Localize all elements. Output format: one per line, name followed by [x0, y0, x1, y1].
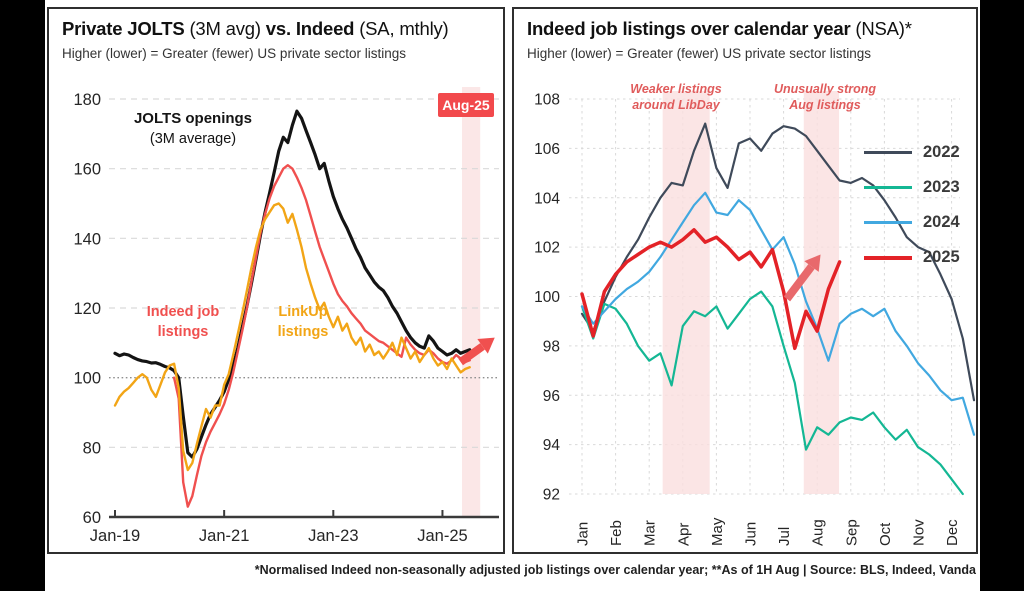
- trend-up-arrow-icon-head: [477, 337, 495, 354]
- series-jolts-openings-3m-average-: [113, 109, 472, 459]
- legend-item-2022: 2022: [864, 135, 960, 170]
- legend-item-2023: 2023: [864, 170, 960, 205]
- event-band-0: [662, 91, 710, 494]
- trend-up-arrow-icon-shaft: [783, 264, 815, 302]
- source-caption: *Normalised Indeed non-seasonally adjust…: [254, 563, 976, 577]
- title-bold: Indeed job listings over calendar year: [527, 18, 851, 39]
- libday-annotation: Weaker listings around LibDay: [630, 82, 722, 112]
- legend-label: 2024: [923, 213, 960, 231]
- x-month-label: Jan: [575, 522, 592, 546]
- x-month-label: Apr: [675, 523, 692, 546]
- title-normal-1: (3M avg): [184, 18, 266, 39]
- x-tick-label: Jan-21: [199, 527, 249, 545]
- series-2022: [580, 122, 976, 402]
- right-chart-subtitle: Higher (lower) = Greater (fewer) US priv…: [527, 46, 871, 61]
- x-month-label: Nov: [911, 519, 928, 546]
- y-tick-label: 100: [73, 370, 101, 388]
- trend-up-arrow-icon-shaft: [458, 343, 485, 366]
- x-month-label: Mar: [642, 520, 659, 546]
- legend-item-2025: 2025: [864, 240, 960, 275]
- legend-line-swatch: [864, 151, 912, 154]
- y-tick-label: 106: [534, 141, 560, 158]
- title-normal: (NSA)*: [850, 18, 912, 39]
- aug-annotation: Unusually strong Aug listings: [773, 82, 877, 112]
- calendar-year-panel: Indeed job listings over calendar year (…: [512, 7, 978, 554]
- series-indeed-job-listings: [172, 163, 471, 508]
- series-2023: [580, 290, 964, 496]
- x-month-label: Sep: [843, 519, 860, 546]
- legend-line-swatch: [864, 221, 912, 224]
- year-legend: 2022 2023 2024 2025: [864, 135, 960, 275]
- right-chart-canvas: 108 106 104 102 100 98 96 94 92 Jan Feb Mar Apr May Ju…: [534, 91, 976, 546]
- legend-item-2024: 2024: [864, 205, 960, 240]
- linkup-series-label: LinkUp listings: [277, 304, 329, 340]
- figure-stage: Private JOLTS (3M avg) vs. Indeed (SA, m…: [45, 0, 980, 591]
- x-tick-label: Jan-19: [90, 527, 140, 545]
- x-month-label: Dec: [944, 519, 961, 546]
- x-month-label: Aug: [810, 519, 827, 546]
- title-bold-1: Private JOLTS: [62, 18, 185, 39]
- x-month-label: Jul: [776, 527, 793, 546]
- y-tick-label: 92: [543, 487, 560, 504]
- event-band-1: [803, 91, 840, 494]
- x-month-label: Jun: [743, 522, 760, 546]
- y-tick-label: 80: [83, 439, 101, 457]
- jolts-vs-indeed-panel: Private JOLTS (3M avg) vs. Indeed (SA, m…: [47, 7, 505, 554]
- y-tick-label: 140: [73, 230, 101, 248]
- x-tick-label: Jan-25: [417, 527, 467, 545]
- aug-25-badge: Aug-25: [438, 93, 494, 117]
- legend-label: 2025: [923, 248, 960, 266]
- legend-label: 2023: [923, 178, 960, 196]
- x-month-label: May: [709, 517, 726, 546]
- title-normal-2: (SA, mthly): [354, 18, 449, 39]
- legend-line-swatch: [864, 255, 912, 260]
- trend-up-arrow-icon-head: [804, 254, 821, 272]
- right-chart-title: Indeed job listings over calendar year (…: [527, 18, 912, 40]
- y-tick-label: 96: [543, 388, 560, 405]
- y-tick-label: 120: [73, 300, 101, 318]
- jolts-series-label: JOLTS openings (3M average): [133, 110, 253, 147]
- aug-25-band: [462, 87, 481, 517]
- series-linkup-listings: [113, 202, 471, 472]
- y-tick-label: 180: [73, 91, 101, 109]
- y-tick-label: 60: [83, 509, 101, 527]
- x-tick-label: Jan-23: [308, 527, 358, 545]
- series-2024: [580, 191, 976, 436]
- legend-line-swatch: [864, 186, 912, 189]
- x-month-label: Feb: [608, 520, 625, 546]
- left-chart-title: Private JOLTS (3M avg) vs. Indeed (SA, m…: [62, 18, 449, 40]
- y-tick-label: 98: [543, 338, 560, 355]
- indeed-series-label: Indeed job listings: [146, 304, 220, 340]
- y-tick-label: 100: [534, 289, 560, 306]
- left-chart-subtitle: Higher (lower) = Greater (fewer) US priv…: [62, 46, 406, 61]
- y-tick-label: 108: [534, 92, 560, 109]
- x-month-label: Oct: [877, 522, 894, 546]
- y-tick-label: 160: [73, 161, 101, 179]
- y-tick-label: 94: [543, 437, 561, 454]
- y-tick-label: 102: [534, 240, 560, 257]
- title-bold-2: vs. Indeed: [265, 18, 355, 39]
- series-2025: [580, 228, 842, 351]
- y-tick-label: 104: [534, 190, 560, 207]
- legend-label: 2022: [923, 143, 960, 161]
